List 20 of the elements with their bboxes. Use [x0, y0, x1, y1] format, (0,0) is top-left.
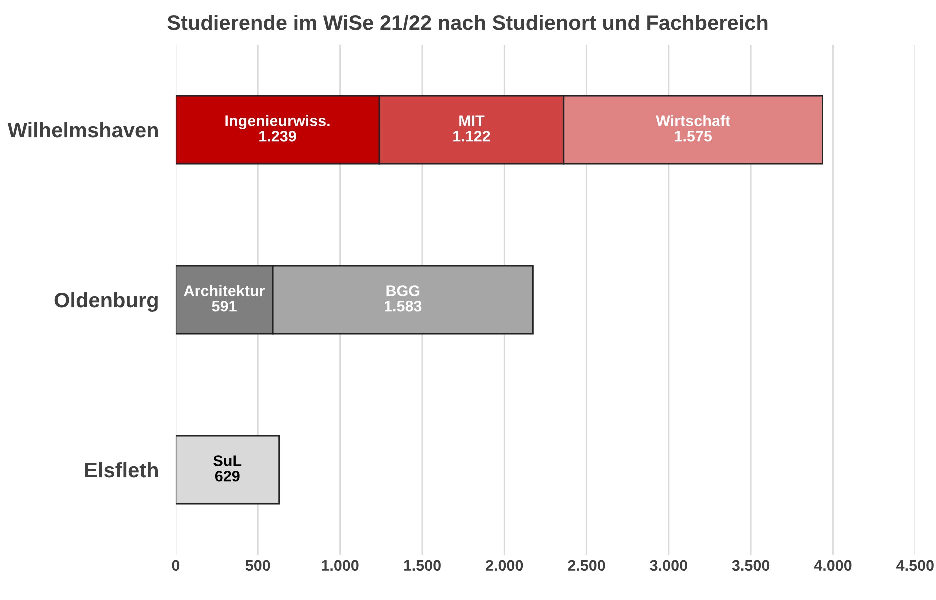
x-tick-label: 500 [246, 560, 270, 572]
x-tick-label: 1.000 [322, 560, 359, 572]
x-tick-label: 3.000 [650, 560, 688, 572]
data-label: SuL 629 [214, 456, 242, 482]
x-tick-label: 0 [172, 560, 180, 572]
y-tick-label: Elsfleth [85, 462, 158, 478]
x-tick-label: 3.500 [732, 560, 770, 572]
data-label: Wirtschaft 1.575 [656, 115, 730, 142]
data-label: BGG 1.583 [384, 286, 422, 312]
y-tick-label: Oldenburg [54, 292, 158, 312]
y-tick-label: Wilhelmshaven [8, 122, 158, 138]
x-tick-label: 1.500 [404, 560, 441, 572]
data-label: MIT 1.122 [454, 116, 490, 142]
x-tick-label: 4.000 [814, 560, 852, 572]
x-tick-label: 2.500 [568, 560, 606, 572]
x-tick-label: 2.000 [486, 560, 524, 572]
x-tick-label: 4.500 [896, 560, 934, 572]
chart-title: Studierende im WiSe 21/22 nach Studienort und Fachbereich [168, 15, 768, 31]
data-label: Ingenieurwiss. 1.239 [226, 115, 330, 142]
data-label: Architektur 591 [184, 285, 266, 312]
